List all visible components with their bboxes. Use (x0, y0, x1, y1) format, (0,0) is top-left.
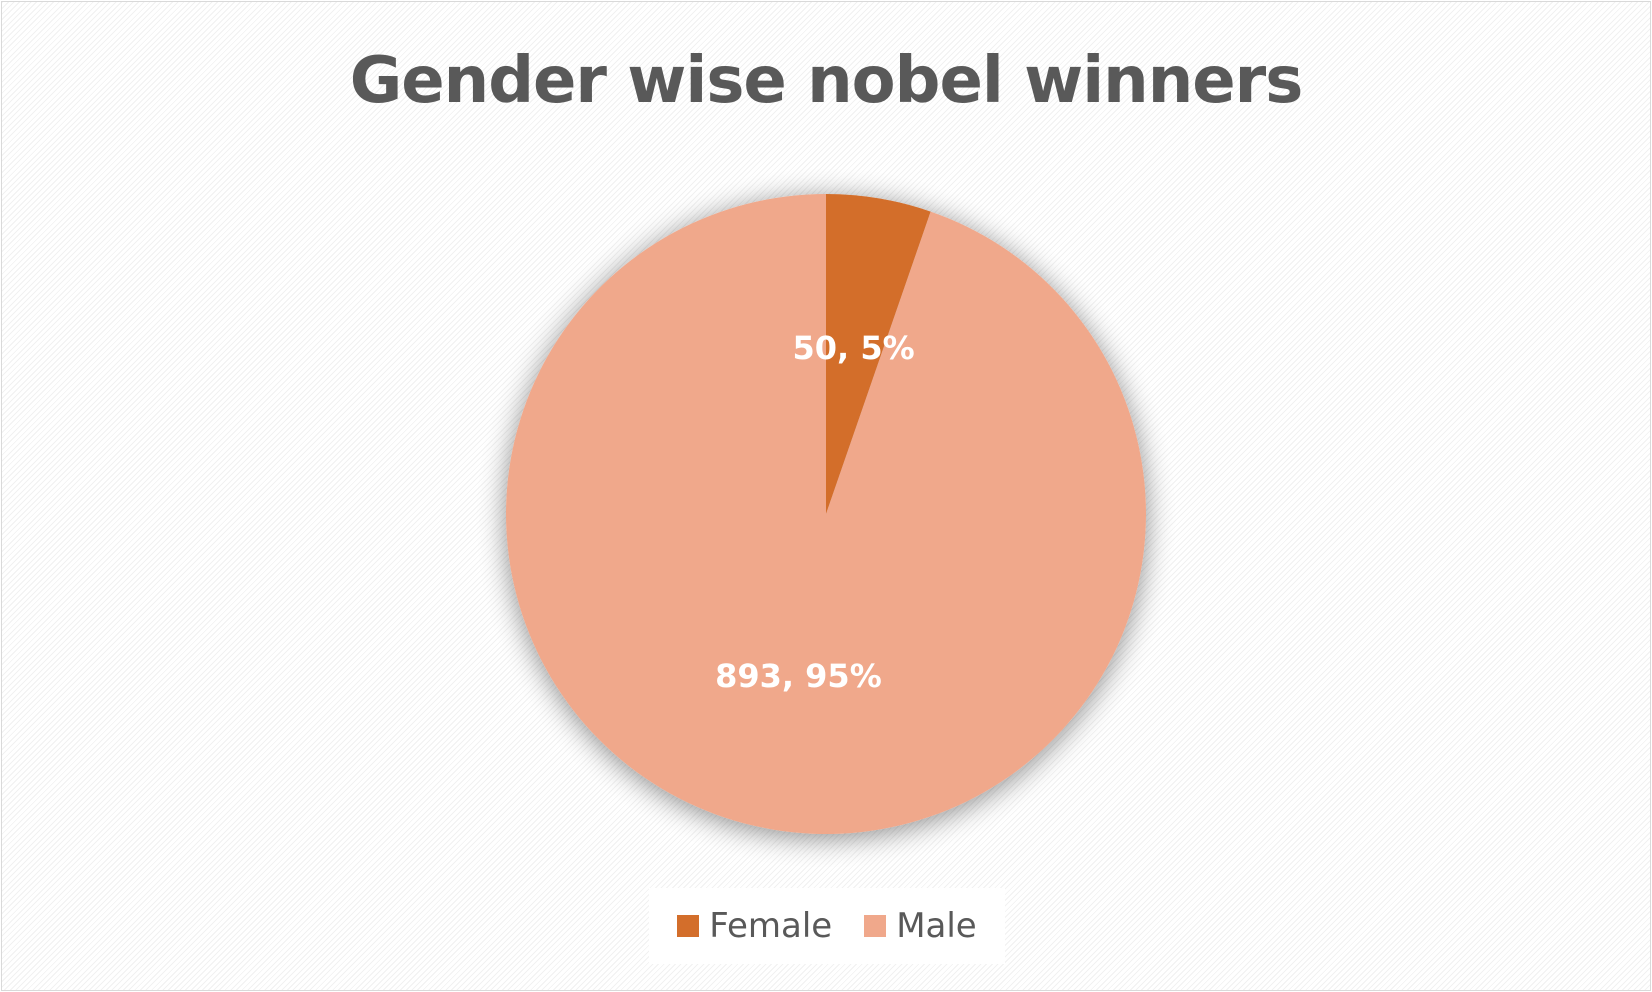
data-label-female: 50, 5% (793, 329, 915, 367)
pie-slice-male (506, 193, 1146, 834)
legend-item-male: Male (864, 906, 977, 946)
legend-swatch-male (864, 915, 887, 937)
legend-label-male: Male (896, 906, 977, 946)
legend: Female Male (649, 888, 1005, 964)
legend-label-female: Female (709, 906, 833, 946)
data-label-male: 893, 95% (715, 657, 882, 695)
chart-title: Gender wise nobel winners (349, 44, 1304, 118)
pie-slice-female (826, 194, 931, 514)
legend-swatch-female (677, 915, 700, 937)
legend-item-female: Female (677, 906, 832, 946)
